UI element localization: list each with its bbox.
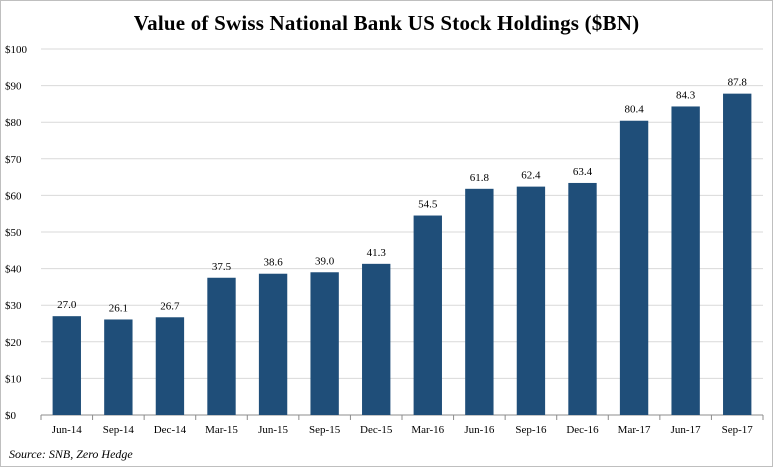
x-tick-label: Sep-16 <box>515 424 547 436</box>
x-tick-label: Jun-15 <box>258 424 288 436</box>
y-tick-label: $90 <box>5 81 22 93</box>
data-label: 54.5 <box>418 199 438 211</box>
bar <box>362 263 391 415</box>
chart-title: Value of Swiss National Bank US Stock Ho… <box>133 11 640 35</box>
x-tick-label: Dec-14 <box>154 424 187 436</box>
data-label: 26.1 <box>109 302 128 314</box>
data-label: 39.0 <box>315 255 335 267</box>
x-tick-label: Sep-14 <box>103 424 135 436</box>
y-tick-label: $20 <box>5 337 22 349</box>
y-tick-label: $0 <box>5 410 17 422</box>
bar <box>258 273 288 415</box>
data-label: 41.3 <box>367 247 387 259</box>
data-label: 80.4 <box>624 104 644 116</box>
bar <box>310 272 339 415</box>
y-tick-label: $60 <box>5 190 22 202</box>
bar <box>516 186 546 415</box>
data-label: 87.8 <box>728 77 748 89</box>
x-tick-label: Jun-17 <box>671 424 701 436</box>
bar <box>723 93 752 415</box>
bar <box>465 188 494 415</box>
x-tick-label: Jun-14 <box>52 424 82 436</box>
x-tick-label: Mar-16 <box>411 424 444 436</box>
data-label: 27.0 <box>57 299 77 311</box>
data-label: 38.6 <box>263 257 283 269</box>
x-tick-label: Sep-15 <box>309 424 341 436</box>
y-tick-label: $30 <box>5 300 22 312</box>
bar <box>104 319 133 415</box>
y-tick-label: $50 <box>5 227 22 239</box>
y-tick-label: $80 <box>5 117 22 129</box>
x-tick-label: Jun-16 <box>464 424 494 436</box>
y-tick-label: $40 <box>5 264 22 276</box>
bar <box>568 182 597 415</box>
y-tick-label: $70 <box>5 154 22 166</box>
data-label: 26.7 <box>160 300 180 312</box>
bar <box>52 316 81 415</box>
x-tick-label: Mar-17 <box>618 424 651 436</box>
bar <box>671 106 700 415</box>
y-tick-label: $100 <box>5 44 28 56</box>
data-label: 63.4 <box>573 166 593 178</box>
data-label: 84.3 <box>676 89 696 101</box>
x-tick-label: Mar-15 <box>205 424 238 436</box>
bar <box>619 120 649 416</box>
bar <box>207 277 236 415</box>
data-label: 37.5 <box>212 261 232 273</box>
source-note: Source: SNB, Zero Hedge <box>9 447 133 461</box>
data-label: 61.8 <box>470 172 490 184</box>
bar <box>413 215 442 415</box>
bar <box>155 317 185 415</box>
x-tick-label: Dec-15 <box>360 424 393 436</box>
x-tick-label: Dec-16 <box>566 424 599 436</box>
y-tick-label: $10 <box>5 373 22 385</box>
data-label: 62.4 <box>521 170 541 182</box>
x-tick-label: Sep-17 <box>722 424 754 436</box>
